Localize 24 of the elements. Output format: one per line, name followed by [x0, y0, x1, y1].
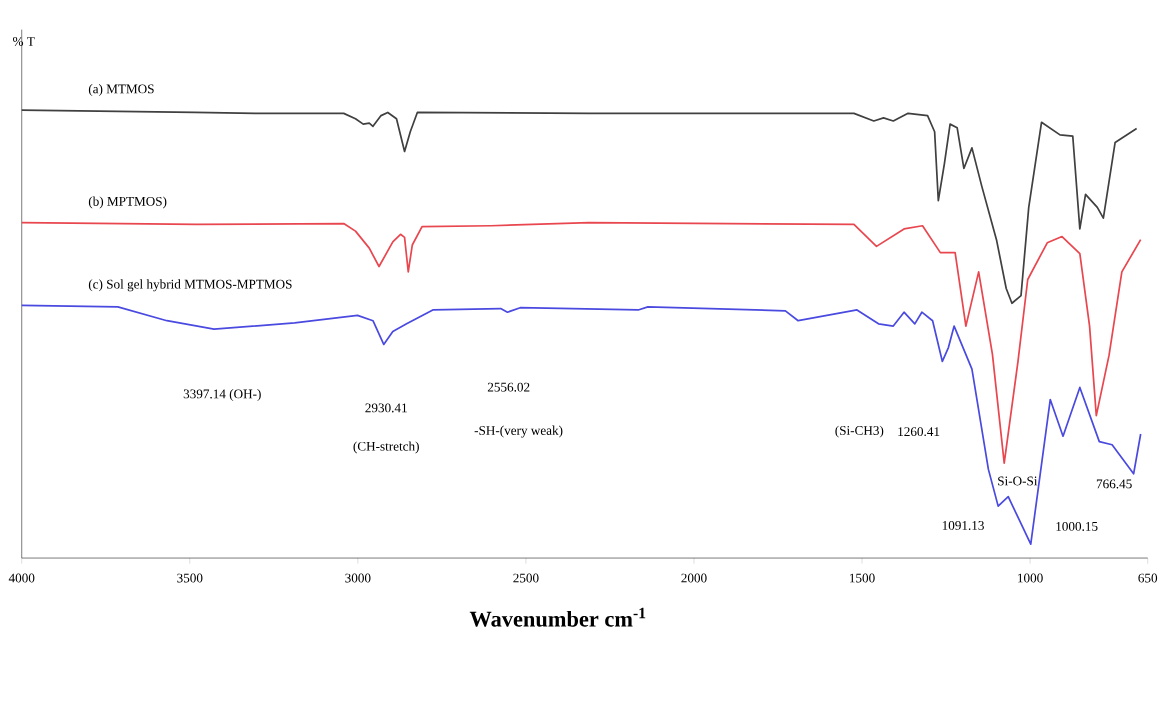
- annotation: 766.45: [1096, 479, 1132, 489]
- x-tick-label: 1000: [1018, 573, 1043, 583]
- x-tick-label: 3500: [177, 573, 203, 583]
- annotation: 1091.13: [942, 520, 984, 530]
- annotation: (Si-CH3): [835, 425, 884, 438]
- x-tick-label: 2500: [513, 573, 539, 583]
- x-tick-label: 650: [1138, 573, 1158, 583]
- annotation: Si-O-Si: [998, 476, 1038, 486]
- x-tick-label: 1500: [850, 573, 875, 583]
- annotation: (CH-stretch): [353, 441, 419, 454]
- annotation: 1260.41: [898, 427, 940, 436]
- x-tick-label: 2000: [681, 573, 707, 583]
- annotation: 3397.14 (OH-): [183, 389, 261, 401]
- y-axis-title: % T: [13, 36, 35, 46]
- annotation: 1000.15: [1056, 521, 1098, 531]
- series-label: (c) Sol gel hybrid MTMOS-MPTMOS: [88, 279, 292, 292]
- x-tick-label: 3000: [345, 573, 371, 583]
- x-tick-label: 4000: [8, 573, 35, 583]
- annotation: 2556.02: [487, 382, 530, 392]
- annotation: 2930.41: [365, 403, 407, 413]
- x-axis-title: Wavenumber cm$^{-1}$: [469, 607, 646, 627]
- annotation: -SH-(very weak): [474, 425, 563, 438]
- series-label: (b) MPTMOS): [88, 196, 167, 209]
- series-label: (a) MTMOS: [88, 84, 154, 96]
